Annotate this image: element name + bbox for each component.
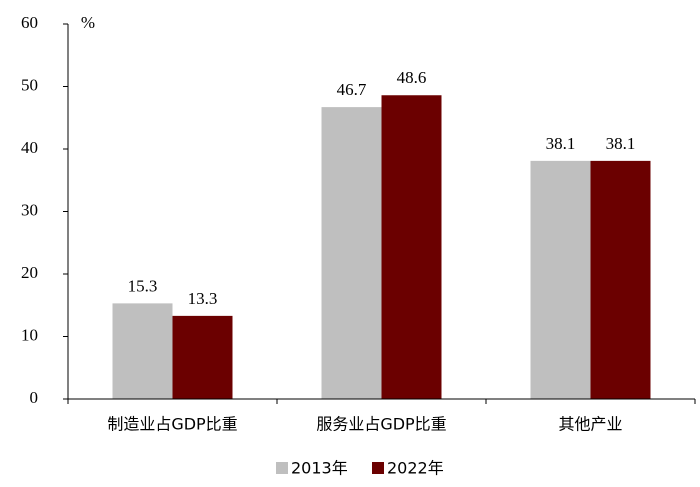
y-axis-label: % (81, 13, 95, 32)
y-tick-label: 20 (21, 263, 38, 282)
data-label: 13.3 (188, 289, 218, 308)
y-tick-label: 40 (21, 138, 38, 157)
legend-label: 2013年 (291, 459, 348, 478)
y-tick-label: 50 (21, 75, 38, 94)
data-label: 46.7 (337, 80, 367, 99)
x-tick-label: 服务业占GDP比重 (316, 415, 446, 434)
bar (321, 107, 382, 399)
legend-swatch (372, 462, 384, 474)
bar (590, 160, 651, 399)
bar (530, 160, 591, 399)
x-tick-label: 其他产业 (558, 415, 622, 434)
y-tick-label: 0 (30, 388, 39, 407)
y-tick-label: 10 (21, 325, 38, 344)
data-label: 38.1 (606, 134, 636, 153)
bar (112, 303, 173, 399)
legend-swatch (276, 462, 288, 474)
legend-label: 2022年 (387, 459, 444, 478)
x-tick-label: 制造业占GDP比重 (107, 415, 237, 434)
data-label: 15.3 (128, 276, 158, 295)
y-tick-label: 60 (21, 13, 38, 32)
bar (172, 315, 233, 399)
data-label: 48.6 (397, 68, 427, 87)
data-label: 38.1 (546, 134, 576, 153)
y-tick-label: 30 (21, 200, 38, 219)
bar (381, 95, 442, 399)
